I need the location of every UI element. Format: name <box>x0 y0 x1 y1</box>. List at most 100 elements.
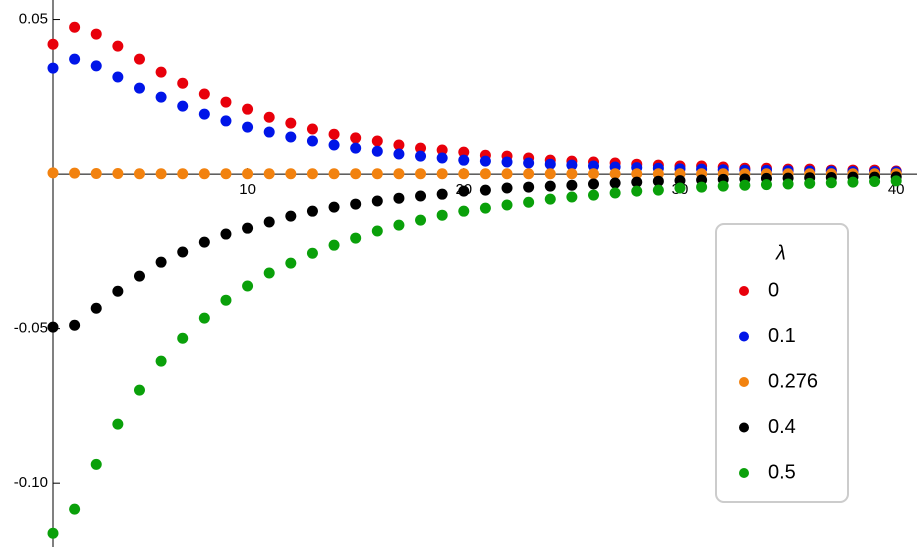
point <box>436 209 448 221</box>
point <box>415 168 427 180</box>
point <box>198 168 210 180</box>
point <box>90 28 102 40</box>
point <box>69 503 81 515</box>
point <box>631 168 643 180</box>
point <box>588 160 600 172</box>
point <box>393 168 405 180</box>
point <box>415 190 427 202</box>
point <box>350 168 362 180</box>
point <box>393 139 405 151</box>
point <box>263 111 275 123</box>
point <box>588 178 600 190</box>
point <box>609 187 621 199</box>
point <box>306 168 318 180</box>
point <box>155 168 167 180</box>
point <box>371 195 383 207</box>
point <box>263 267 275 279</box>
y-tick-label: 0.05 <box>19 11 48 28</box>
point <box>285 168 297 180</box>
point <box>177 246 189 258</box>
point <box>220 294 232 306</box>
point <box>479 184 491 196</box>
point <box>112 40 124 52</box>
point <box>523 157 535 169</box>
point <box>609 168 621 180</box>
point <box>177 332 189 344</box>
point <box>544 168 556 180</box>
point <box>177 168 189 180</box>
point <box>112 167 124 179</box>
point <box>566 191 578 203</box>
point <box>566 168 578 180</box>
point <box>90 458 102 470</box>
point <box>523 196 535 208</box>
point <box>198 236 210 248</box>
legend-label: 0 <box>768 279 779 301</box>
point <box>652 175 664 187</box>
y-tick-label: -0.05 <box>14 320 48 337</box>
point <box>155 355 167 367</box>
point <box>631 185 643 197</box>
point <box>198 108 210 120</box>
point <box>393 192 405 204</box>
point <box>242 103 254 115</box>
x-tick-label: 10 <box>239 181 256 198</box>
point <box>371 168 383 180</box>
legend-label: 0.4 <box>768 416 796 438</box>
point <box>285 210 297 222</box>
point <box>155 256 167 268</box>
point <box>263 126 275 138</box>
point <box>501 182 513 194</box>
point <box>371 135 383 147</box>
point <box>242 280 254 292</box>
point <box>350 232 362 244</box>
point <box>674 182 686 194</box>
point <box>263 168 275 180</box>
point <box>458 146 470 158</box>
point <box>133 53 145 65</box>
point <box>47 167 59 179</box>
point <box>350 198 362 210</box>
point <box>155 66 167 78</box>
point <box>436 144 448 156</box>
point <box>739 179 751 191</box>
point <box>328 168 340 180</box>
point <box>306 205 318 217</box>
point <box>350 142 362 154</box>
point <box>90 167 102 179</box>
legend-marker <box>739 468 749 478</box>
point <box>523 181 535 193</box>
point <box>415 214 427 226</box>
point <box>69 53 81 65</box>
point <box>328 139 340 151</box>
point <box>198 88 210 100</box>
point <box>566 159 578 171</box>
point <box>306 247 318 259</box>
point <box>458 185 470 197</box>
point <box>47 62 59 74</box>
point <box>220 168 232 180</box>
point <box>220 96 232 108</box>
point <box>847 176 859 188</box>
point <box>350 132 362 144</box>
point <box>890 175 902 187</box>
point <box>609 177 621 189</box>
point <box>652 184 664 196</box>
point <box>479 168 491 180</box>
point <box>588 168 600 180</box>
point <box>69 167 81 179</box>
point <box>436 188 448 200</box>
point <box>804 177 816 189</box>
point <box>544 158 556 170</box>
legend-box <box>715 223 849 503</box>
point <box>869 176 881 188</box>
point <box>242 168 254 180</box>
point <box>242 222 254 234</box>
point <box>566 179 578 191</box>
point <box>760 179 772 191</box>
point <box>69 319 81 331</box>
legend-marker <box>739 422 749 433</box>
point <box>47 527 59 539</box>
point <box>242 121 254 133</box>
